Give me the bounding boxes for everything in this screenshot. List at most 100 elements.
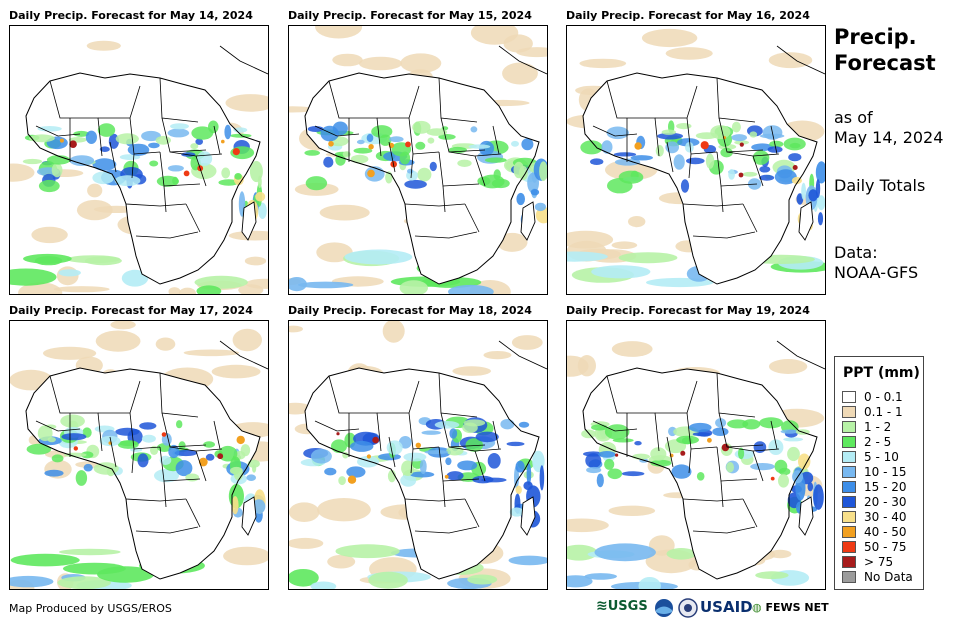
precip-cell-heavy xyxy=(221,139,225,144)
precip-cell-heavy xyxy=(198,457,208,467)
africa-coastline xyxy=(25,72,261,285)
precip-patch-light xyxy=(327,554,356,569)
map-panel-3 xyxy=(566,25,826,295)
precip-patch-cyclone xyxy=(258,202,267,219)
africa-coastline xyxy=(582,72,818,285)
legend-label: 2 - 5 xyxy=(864,435,892,449)
precip-patch-belt xyxy=(99,435,121,447)
country-border xyxy=(752,450,764,482)
legend-label: 1 - 2 xyxy=(864,420,892,434)
precip-patch-cyclone xyxy=(246,474,256,481)
precip-patch-belt xyxy=(378,453,401,461)
precip-patch-belt xyxy=(139,422,157,430)
precip-patch-light xyxy=(319,204,370,221)
country-border xyxy=(770,420,778,450)
precip-patch-light xyxy=(332,53,363,67)
precip-patch-light xyxy=(168,287,181,294)
precip-patch-light xyxy=(483,351,512,360)
precip-patch-belt xyxy=(429,161,437,172)
precip-patch-belt xyxy=(759,166,771,173)
doc-seal-icon xyxy=(678,598,698,622)
precip-patch-belt xyxy=(154,468,179,483)
precip-cell-heavy xyxy=(368,144,374,150)
precip-patch-belt xyxy=(44,469,64,477)
precip-patch-belt xyxy=(221,167,231,179)
precip-patch-belt xyxy=(630,155,653,161)
precip-cell-heavy xyxy=(217,453,224,460)
precip-patch-belt xyxy=(185,473,200,482)
precip-patch-belt xyxy=(149,160,159,167)
country-border xyxy=(125,498,187,502)
arabia-coast xyxy=(219,45,268,75)
map-panel-6 xyxy=(566,320,826,590)
precip-cell-heavy xyxy=(738,172,744,178)
madagascar-outline xyxy=(241,496,257,536)
precip-patch-belt xyxy=(726,462,734,473)
precip-patch-belt xyxy=(117,440,139,449)
precip-patch-belt xyxy=(389,136,404,143)
precip-patch-belt xyxy=(521,138,534,151)
precip-patch-belt xyxy=(167,165,184,172)
precip-patch-light xyxy=(382,321,405,343)
precip-patch-belt xyxy=(774,459,788,473)
usaid-logo: USAID xyxy=(700,598,753,616)
precip-patch-belt xyxy=(335,154,346,166)
legend-label: > 75 xyxy=(864,555,894,569)
arabia-coast xyxy=(776,340,825,370)
precip-patch-belt xyxy=(176,420,183,429)
precip-patch-belt xyxy=(92,158,117,171)
noaa-logo-icon xyxy=(654,598,674,622)
precip-patch-belt xyxy=(591,424,608,431)
precip-patch-belt xyxy=(310,449,332,464)
country-border xyxy=(474,155,486,187)
precip-patch-cyclone xyxy=(534,202,546,212)
precip-patch-ocean xyxy=(344,249,413,265)
precip-patch-belt xyxy=(462,422,478,434)
legend-label: 40 - 50 xyxy=(864,525,907,539)
precip-patch-belt xyxy=(468,144,491,149)
precip-patch-belt xyxy=(305,176,328,191)
precip-patch-belt xyxy=(506,441,525,447)
precip-patch-ocean xyxy=(567,251,608,262)
country-border xyxy=(125,203,187,207)
precip-patch-belt xyxy=(421,430,441,435)
precip-patch-ocean xyxy=(567,575,593,588)
precip-patch-cyclone xyxy=(515,460,525,473)
precip-patch-belt xyxy=(511,140,519,147)
africa-coastline xyxy=(304,72,540,285)
precip-patch-belt xyxy=(661,129,676,135)
precip-patch-belt xyxy=(356,139,365,145)
precip-patch-belt xyxy=(150,445,159,455)
precip-patch-light xyxy=(244,256,267,266)
country-border xyxy=(328,375,382,452)
precip-patch-belt xyxy=(465,438,484,452)
country-border xyxy=(442,185,446,213)
precip-patch-light xyxy=(10,163,35,182)
legend-label: 50 - 75 xyxy=(864,540,907,554)
africa-landmass xyxy=(583,73,817,284)
precip-patch-belt xyxy=(350,440,374,452)
precip-patch-light xyxy=(86,40,121,51)
precip-patch-belt xyxy=(37,425,53,442)
precip-patch-belt xyxy=(115,427,140,436)
precip-cell-heavy xyxy=(336,432,340,436)
data-source: NOAA-GFS xyxy=(834,263,919,282)
legend-label: 0.1 - 1 xyxy=(864,405,903,419)
precip-patch-ocean xyxy=(666,548,697,560)
precip-patch-light xyxy=(225,94,268,112)
precip-patch-belt xyxy=(767,146,783,153)
precip-cell-heavy xyxy=(615,453,619,457)
precip-patch-belt xyxy=(585,453,602,469)
precip-patch-belt xyxy=(92,171,115,185)
fews-net-logo-text: FEWS NET xyxy=(765,601,829,614)
precip-patch-belt xyxy=(477,176,491,186)
precip-patch-ocean xyxy=(638,577,661,589)
country-border xyxy=(464,498,480,528)
precip-patch-cyclone xyxy=(526,463,532,486)
precip-patch-ocean xyxy=(57,576,111,589)
precip-patch-belt xyxy=(85,130,97,144)
precip-map-6 xyxy=(567,340,825,589)
arabia-coast xyxy=(219,340,268,370)
precip-patch-cyclone xyxy=(515,485,522,495)
precip-patch-belt xyxy=(75,470,88,486)
